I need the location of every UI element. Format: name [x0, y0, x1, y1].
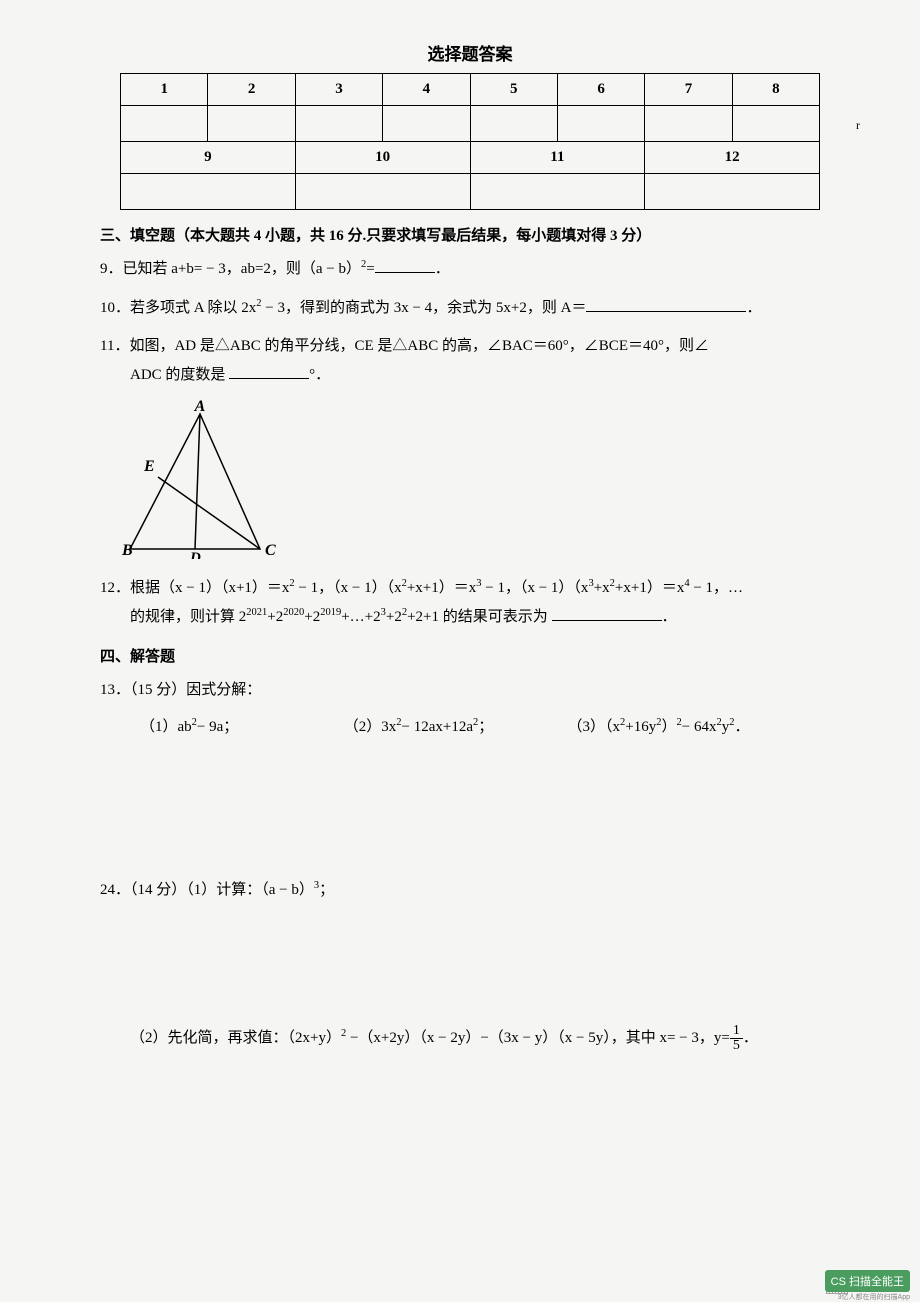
gc-8: 8 [732, 74, 819, 106]
watermark-sub: 3亿人都在用的扫描App [838, 1292, 910, 1302]
q12-end: ． [662, 609, 677, 625]
svg-text:A: A [194, 399, 206, 415]
q12-m: +2+1 的结果可表示为 [407, 609, 548, 625]
q12-a: 12．根据（x − 1）（x+1）＝x [100, 580, 289, 596]
ga-9 [121, 174, 296, 210]
gc-9: 9 [121, 142, 296, 174]
svg-text:C: C [265, 542, 276, 559]
q11: 11．如图，AD 是△ABC 的角平分线，CE 是△ABC 的高，∠BAC＝60… [100, 332, 840, 389]
gc-10: 10 [295, 142, 470, 174]
ga-11 [470, 174, 645, 210]
triangle-figure: A B C D E [120, 399, 840, 564]
q11-a: 11．如图，AD 是△ABC 的角平分线，CE 是△ABC 的高，∠BAC＝60… [100, 338, 709, 354]
q13: 13．（15 分）因式分解： [100, 676, 840, 705]
answer-grid: 1 2 3 4 5 6 7 8 9 10 11 12 [120, 73, 820, 210]
q12: 12．根据（x − 1）（x+1）＝x2 − 1，（x − 1）（x2+x+1）… [100, 574, 840, 631]
ga-7 [645, 106, 732, 142]
ga-10 [295, 174, 470, 210]
side-label: r [856, 118, 860, 133]
q9-blank [375, 272, 435, 273]
q24-end: ； [319, 882, 334, 898]
q10: 10．若多项式 A 除以 2x2 − 3，得到的商式为 3x − 4，余式为 5… [100, 294, 840, 323]
gc-3: 3 [295, 74, 382, 106]
svg-text:E: E [143, 458, 155, 475]
q12-h: 的规律，则计算 2 [130, 609, 246, 625]
ga-5 [470, 106, 557, 142]
q24-2: （2）先化简，再求值：（2x+y）2 −（x+2y）（x − 2y）−（3x −… [130, 1024, 840, 1053]
q13-3: （3）（x2+16y2）2 − 64x2y2． [568, 715, 788, 736]
ga-4 [383, 106, 470, 142]
gc-4: 4 [383, 74, 470, 106]
ga-12 [645, 174, 820, 210]
gc-12: 12 [645, 142, 820, 174]
q9-end: ． [435, 261, 450, 277]
svg-text:B: B [121, 542, 133, 559]
ga-6 [557, 106, 644, 142]
q10-a: 10．若多项式 A 除以 2x [100, 300, 256, 316]
frac-1-5: 15 [730, 1024, 743, 1053]
section4-heading: 四、解答题 [100, 645, 840, 666]
q24-2a: （2）先化简，再求值：（2x+y） [130, 1030, 341, 1046]
q24: 24．（14 分）（1）计算：（a − b）3； [100, 876, 840, 905]
watermark: CS 扫描全能王 [825, 1270, 910, 1292]
q12-blank [552, 620, 662, 621]
q10-end: ． [746, 300, 761, 316]
ga-8 [732, 106, 819, 142]
q13-1: （1）ab2 − 9a； [140, 715, 340, 736]
q12-j: +2 [304, 609, 320, 625]
q12-g: − 1，… [690, 580, 743, 596]
gc-6: 6 [557, 74, 644, 106]
ga-3 [295, 106, 382, 142]
q24-a: 24．（14 分）（1）计算：（a − b） [100, 882, 314, 898]
q9-tail: = [366, 261, 374, 277]
ga-1 [121, 106, 208, 142]
q11-b: ADC 的度数是 [130, 367, 225, 383]
q12-d: − 1，（x − 1）（x [482, 580, 589, 596]
q12-k: +…+2 [341, 609, 380, 625]
gc-7: 7 [645, 74, 732, 106]
q12-f: +x+1）＝x [615, 580, 684, 596]
q24-2b: −（x+2y）（x − 2y）−（3x − y）（x − 5y），其中 x= −… [346, 1030, 730, 1046]
ga-2 [208, 106, 295, 142]
q11-deg: °． [309, 367, 330, 383]
q12-b: − 1，（x − 1）（x [295, 580, 402, 596]
q10-b: − 3，得到的商式为 3x − 4，余式为 5x+2，则 A＝ [262, 300, 587, 316]
section3-heading: 三、填空题（本大题共 4 小题，共 16 分.只要求填写最后结果，每小题填对得 … [100, 224, 840, 245]
q10-blank [586, 311, 746, 312]
q9: 9．已知若 a+b= − 3，ab=2，则（a − b）2=． [100, 255, 840, 284]
q12-i: +2 [267, 609, 283, 625]
page-title: 选择题答案 [100, 40, 840, 65]
q13-subparts: （1）ab2 − 9a； （2）3x2 − 12ax+12a2； （3）（x2+… [140, 715, 840, 736]
gc-5: 5 [470, 74, 557, 106]
q24-2end: ． [743, 1030, 758, 1046]
q12-c: +x+1）＝x [407, 580, 476, 596]
q13-2: （2）3x2 − 12ax+12a2； [344, 715, 564, 736]
svg-text:D: D [189, 550, 201, 559]
q9-text: 9．已知若 a+b= − 3，ab=2，则（a − b） [100, 261, 361, 277]
gc-1: 1 [121, 74, 208, 106]
gc-11: 11 [470, 142, 645, 174]
q12-l: +2 [386, 609, 402, 625]
q11-blank [229, 378, 309, 379]
gc-2: 2 [208, 74, 295, 106]
q12-e: +x [594, 580, 610, 596]
